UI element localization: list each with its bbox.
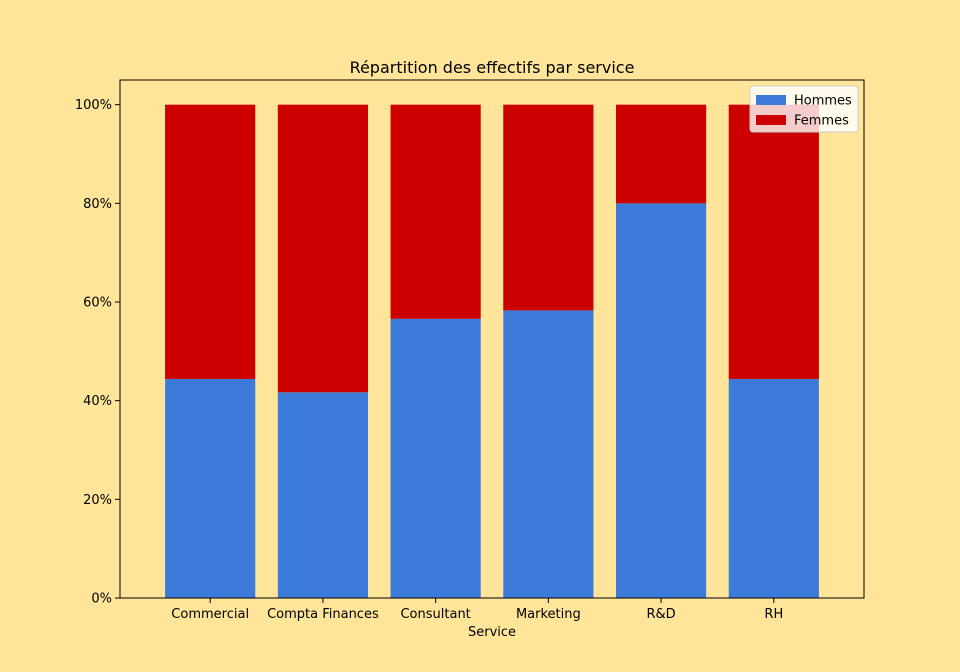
- legend-label-hommes: Hommes: [794, 94, 852, 109]
- bar-hommes-0: [165, 378, 256, 598]
- legend-swatch-femmes: [756, 115, 786, 125]
- bar-femmes-3: [503, 104, 594, 311]
- x-tick-label-1: Compta Finances: [267, 607, 379, 622]
- x-tick-label-5: RH: [764, 607, 783, 622]
- legend-label-femmes: Femmes: [794, 114, 849, 129]
- x-axis: Commercial Compta Finances Consultant Marke…: [171, 598, 783, 622]
- y-tick-label-4: 80%: [83, 197, 112, 212]
- x-tick-label-3: Marketing: [516, 607, 581, 622]
- x-axis-label: Service: [468, 625, 516, 640]
- y-tick-label-2: 40%: [83, 394, 112, 409]
- y-tick-label-0: 0%: [91, 592, 112, 607]
- bar-hommes-4: [616, 203, 707, 599]
- bar-hommes-1: [277, 392, 368, 598]
- y-tick-label-5: 100%: [75, 98, 112, 113]
- bar-femmes-1: [277, 104, 368, 393]
- bar-hommes-2: [390, 318, 481, 598]
- bar-femmes-0: [165, 104, 256, 379]
- bar-femmes-4: [616, 104, 707, 204]
- bar-femmes-5: [728, 104, 819, 379]
- x-tick-label-4: R&D: [646, 607, 675, 622]
- bar-hommes-5: [728, 378, 819, 598]
- x-tick-label-0: Commercial: [171, 607, 249, 622]
- y-tick-label-1: 20%: [83, 493, 112, 508]
- bar-hommes-3: [503, 310, 594, 598]
- legend-swatch-hommes: [756, 95, 786, 105]
- plot-frame: [119, 79, 865, 599]
- legend: Hommes Femmes: [749, 85, 859, 133]
- y-tick-label-3: 60%: [83, 296, 112, 311]
- bar-femmes-2: [390, 104, 481, 319]
- y-axis: 0% 20% 40% 60% 80% 100%: [75, 98, 120, 607]
- chart-title: Répartition des effectifs par service: [350, 58, 635, 77]
- x-tick-label-2: Consultant: [400, 607, 470, 622]
- bars-group: [165, 104, 819, 599]
